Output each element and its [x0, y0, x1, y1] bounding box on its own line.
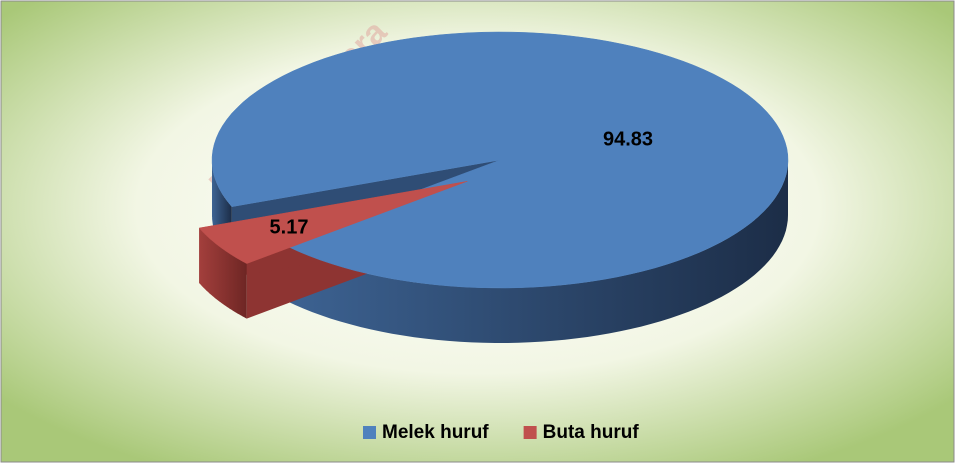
slice	[198, 181, 468, 264]
slice-side	[279, 160, 788, 343]
data-label: 94.83	[603, 128, 653, 150]
pie: 94.83 5.17	[198, 31, 789, 343]
data-label: 5.17	[270, 217, 309, 239]
slice-side	[199, 228, 247, 319]
legend-swatch	[363, 426, 376, 439]
legend-swatch	[523, 426, 537, 439]
slice	[211, 31, 789, 289]
legend: Melek huruf Buta huruf	[363, 422, 639, 443]
legend-label: Melek huruf	[382, 422, 489, 443]
legend-label: Buta huruf	[543, 422, 640, 443]
